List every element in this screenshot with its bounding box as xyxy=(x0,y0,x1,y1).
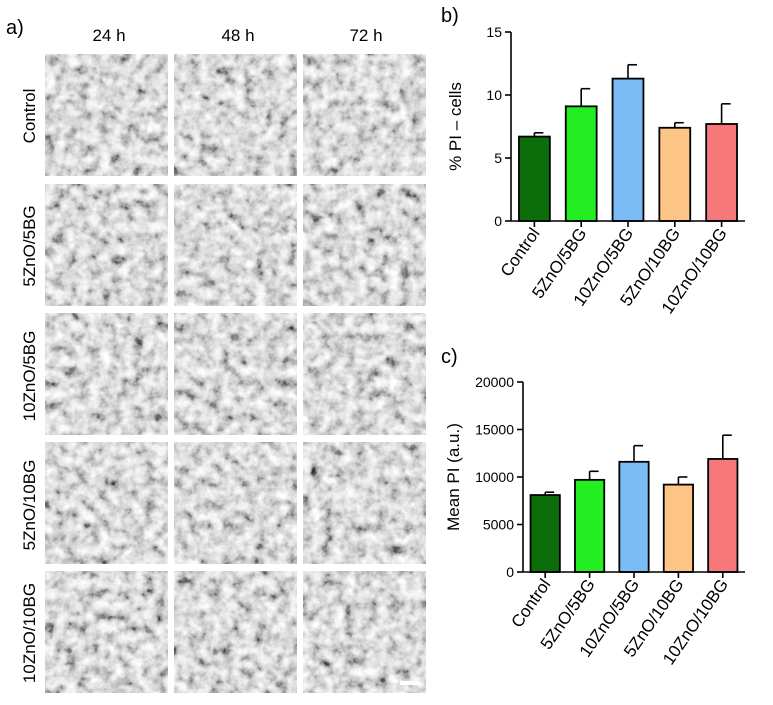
micrograph-10zno-10bg-72h xyxy=(302,570,427,694)
column-header-72h: 72 h xyxy=(349,26,382,45)
error-bar xyxy=(533,132,544,137)
axes xyxy=(510,32,745,222)
y-tick-label: 10000 xyxy=(475,469,514,485)
bar-10zno-5bg xyxy=(611,77,645,222)
bar-control xyxy=(518,135,551,222)
error-bar xyxy=(720,103,731,124)
micrograph-10zno-5bg-24h xyxy=(44,312,169,436)
row-label-5zno-10bg: 5ZnO/10BG xyxy=(20,460,39,551)
micrograph-10zno-5bg-72h xyxy=(302,312,427,436)
error-bar xyxy=(627,63,637,79)
y-axis-label: Mean PI (a.u.) xyxy=(444,423,463,531)
y-axis-label: % PI – cells xyxy=(446,82,465,171)
y-tick-label: 5 xyxy=(494,150,502,166)
micrograph-5zno-10bg-24h xyxy=(44,441,169,565)
row-label-5zno-5bg: 5ZnO/5BG xyxy=(20,205,39,286)
error-bar xyxy=(721,434,732,459)
panel-b-label: b) xyxy=(441,5,459,27)
y-tick-label: 0 xyxy=(506,564,514,580)
bar-5zno-5bg xyxy=(574,478,606,573)
y-tick-label: 5000 xyxy=(483,517,514,533)
micrograph-grid xyxy=(44,53,427,694)
bar-5zno-10bg xyxy=(658,126,692,222)
panel-a-label: a) xyxy=(6,17,24,39)
error-bar xyxy=(588,470,599,480)
y-tick-label: 0 xyxy=(494,213,502,229)
y-tick-label: 15000 xyxy=(475,422,514,438)
micrograph-10zno-10bg-48h xyxy=(173,570,298,694)
panel-b: b) % PI – cellsControl5ZnO/5BG10ZnO/5BG5… xyxy=(441,5,745,317)
x-tick-label: Control xyxy=(507,575,554,631)
panel-a: a) 24 h 48 h 72 h Control 5ZnO/5BG 10ZnO… xyxy=(6,17,427,694)
micrograph-control-48h xyxy=(173,53,298,177)
chart-c: Mean PI (a.u.)Control5ZnO/5BG10ZnO/5BG5Z… xyxy=(444,374,745,668)
bar-10zno-10bg xyxy=(705,123,738,222)
scale-bar xyxy=(400,681,420,685)
y-tick-label: 20000 xyxy=(475,374,514,390)
micrograph-10zno-5bg-48h xyxy=(173,312,298,436)
error-bar xyxy=(544,491,555,496)
micrograph-control-72h xyxy=(302,53,427,177)
micrograph-5zno-10bg-48h xyxy=(173,441,298,565)
error-bar xyxy=(580,87,591,107)
bar-control xyxy=(529,494,561,573)
micrograph-5zno-10bg-72h xyxy=(302,441,427,565)
y-tick-label: 15 xyxy=(486,24,502,40)
x-tick-label: Control xyxy=(497,224,544,280)
error-bar xyxy=(673,121,684,128)
panel-c: c) Mean PI (a.u.)Control5ZnO/5BG10ZnO/5B… xyxy=(441,346,745,668)
y-tick-label: 10 xyxy=(486,87,502,103)
bar-5zno-10bg xyxy=(662,483,694,573)
chart-b: % PI – cellsControl5ZnO/5BG10ZnO/5BG5ZnO… xyxy=(446,24,745,317)
error-bar xyxy=(677,476,688,485)
row-label-10zno-5bg: 10ZnO/5BG xyxy=(20,331,39,422)
column-header-24h: 24 h xyxy=(92,26,125,45)
bar-10zno-5bg xyxy=(618,460,650,573)
error-bar xyxy=(633,444,643,462)
row-label-10zno-10bg: 10ZnO/10BG xyxy=(20,583,39,683)
micrograph-5zno-5bg-24h xyxy=(44,183,169,307)
bar-5zno-5bg xyxy=(564,105,598,222)
micrograph-5zno-5bg-72h xyxy=(302,183,427,307)
bar-10zno-10bg xyxy=(707,458,739,573)
row-label-control: Control xyxy=(20,89,39,144)
micrograph-10zno-10bg-24h xyxy=(44,570,169,694)
column-header-48h: 48 h xyxy=(221,26,254,45)
micrograph-control-24h xyxy=(44,53,169,177)
panel-c-label: c) xyxy=(441,346,458,368)
micrograph-5zno-5bg-48h xyxy=(173,183,298,307)
